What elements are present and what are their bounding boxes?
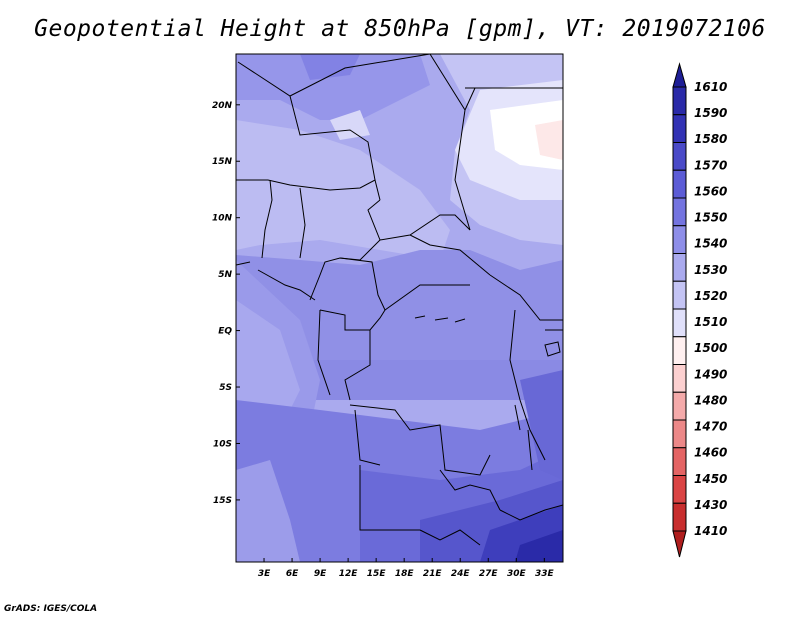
colorbar-label: 1540 bbox=[694, 237, 727, 251]
colorbar-label: 1410 bbox=[694, 524, 727, 538]
lat-label: 10N bbox=[212, 214, 233, 224]
lon-label: 15E bbox=[367, 569, 387, 579]
longitude-axis: 3E 6E 9E 12E 15E 18E 21E 24E 27E 30E 33E bbox=[258, 558, 555, 579]
colorbar-swatch bbox=[672, 114, 687, 143]
colorbar-label: 1530 bbox=[694, 263, 727, 277]
colorbar-swatch bbox=[672, 419, 687, 449]
colorbar-top-arrow bbox=[672, 62, 687, 88]
colorbar-label: 1470 bbox=[694, 420, 727, 434]
height-field bbox=[236, 54, 563, 562]
colorbar-swatch bbox=[672, 308, 687, 338]
colorbar-label: 1430 bbox=[694, 498, 727, 512]
colorbar-label: 1520 bbox=[694, 289, 727, 303]
colorbar-swatch bbox=[672, 169, 687, 199]
colorbar-label: 1480 bbox=[694, 393, 727, 407]
colorbar-label: 1500 bbox=[694, 341, 727, 355]
lon-label: 9E bbox=[314, 569, 327, 579]
colorbar-label: 1550 bbox=[694, 211, 727, 225]
colorbar-swatch bbox=[672, 364, 687, 393]
colorbar-swatch bbox=[672, 336, 687, 365]
lon-label: 12E bbox=[339, 569, 359, 579]
map-frame bbox=[235, 53, 564, 563]
chart-title: Geopotential Height at 850hPa [gpm], VT:… bbox=[34, 16, 766, 42]
colorbar-label: 1610 bbox=[694, 80, 727, 94]
colorbar-label: 1460 bbox=[694, 446, 727, 460]
colorbar-swatch bbox=[672, 447, 687, 476]
lakes bbox=[414, 315, 561, 471]
colorbar-label: 1590 bbox=[694, 106, 727, 120]
credit-text: GrADS: IGES/COLA bbox=[4, 604, 98, 614]
lat-label: EQ bbox=[218, 327, 232, 337]
colorbar-label: 1580 bbox=[694, 132, 727, 146]
lon-label: 21E bbox=[423, 569, 443, 579]
colorbar-swatch bbox=[672, 197, 687, 227]
lon-label: 3E bbox=[258, 569, 271, 579]
colorbar-label: 1510 bbox=[694, 315, 727, 329]
lat-label: 10S bbox=[213, 439, 232, 449]
lon-label: 18E bbox=[395, 569, 415, 579]
latitude-axis: 20N 15N 10N 5N EQ 5S 10S 15S bbox=[212, 101, 240, 506]
colorbar-label: 1560 bbox=[694, 184, 727, 198]
colorbar: 1610 1590 1580 1570 1560 1550 1540 1530 1520 1510… bbox=[672, 62, 727, 558]
colorbar-label: 1570 bbox=[694, 158, 727, 172]
colorbar-swatch bbox=[672, 253, 687, 282]
colorbar-swatch bbox=[672, 475, 687, 504]
lat-label: 5S bbox=[219, 383, 232, 393]
lat-label: 20N bbox=[212, 101, 233, 111]
colorbar-swatch bbox=[672, 391, 687, 421]
colorbar-swatch bbox=[672, 225, 687, 254]
colorbar-swatch bbox=[672, 280, 687, 310]
colorbar-label: 1450 bbox=[694, 472, 727, 486]
lon-label: 24E bbox=[451, 569, 471, 579]
lon-label: 27E bbox=[479, 569, 499, 579]
lat-label: 15S bbox=[213, 496, 232, 506]
lon-label: 30E bbox=[507, 569, 527, 579]
lon-label: 6E bbox=[286, 569, 299, 579]
colorbar-swatch bbox=[672, 86, 687, 116]
colorbar-label: 1490 bbox=[694, 367, 727, 381]
lat-label: 5N bbox=[218, 270, 232, 280]
lon-label: 33E bbox=[535, 569, 555, 579]
country-borders bbox=[236, 54, 563, 546]
colorbar-bottom-arrow bbox=[672, 530, 687, 558]
colorbar-swatch bbox=[672, 502, 687, 532]
lat-label: 15N bbox=[212, 157, 233, 167]
colorbar-swatch bbox=[672, 142, 687, 171]
